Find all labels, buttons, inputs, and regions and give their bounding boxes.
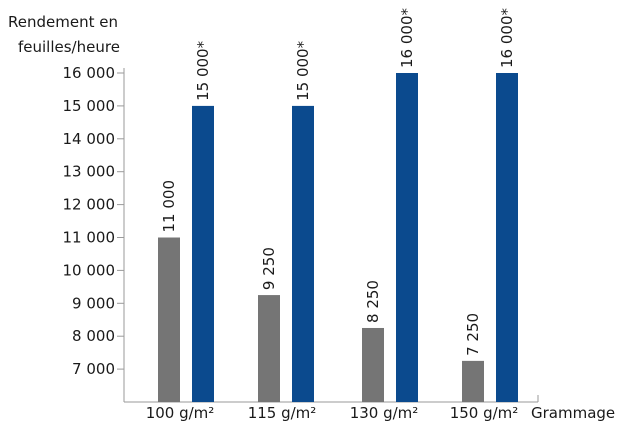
x-category-label: 115 g/m² bbox=[248, 404, 317, 422]
y-tick-label: 14 000 bbox=[63, 130, 116, 148]
bar-value-label: 15 000* bbox=[294, 40, 312, 100]
bar-series-2-1 bbox=[192, 105, 214, 403]
bar-value-label: 9 250 bbox=[260, 247, 278, 290]
y-tick-label: 11 000 bbox=[63, 229, 116, 247]
bar-series-1-4 bbox=[462, 360, 484, 402]
bar-value-label: 16 000* bbox=[498, 8, 516, 68]
y-tick-label: 13 000 bbox=[63, 163, 116, 181]
bar-series-1-1 bbox=[158, 237, 180, 402]
y-tick-label: 12 000 bbox=[63, 196, 116, 214]
bar-series-2-4 bbox=[496, 73, 518, 402]
x-axis-label: Grammage bbox=[531, 404, 615, 422]
bar-series-1-2 bbox=[258, 295, 280, 402]
y-tick-label: 8 000 bbox=[72, 327, 115, 345]
x-category-label: 100 g/m² bbox=[146, 404, 215, 422]
y-axis-label-line2: feuilles/heure bbox=[18, 38, 120, 56]
bar-value-label: 7 250 bbox=[464, 313, 482, 356]
bar-value-label: 11 000 bbox=[160, 180, 178, 233]
bar-series-2-3 bbox=[396, 73, 418, 402]
bar-value-label: 16 000* bbox=[398, 8, 416, 68]
bar-series-2-2 bbox=[292, 105, 314, 403]
bar-value-label: 8 250 bbox=[364, 280, 382, 323]
y-axis-label-line1: Rendement en bbox=[8, 13, 118, 31]
y-tick-label: 15 000 bbox=[63, 97, 116, 115]
x-category-label: 130 g/m² bbox=[350, 404, 419, 422]
y-tick-label: 9 000 bbox=[72, 294, 115, 312]
y-tick-label: 16 000 bbox=[63, 64, 116, 82]
y-tick-label: 7 000 bbox=[72, 360, 115, 378]
x-category-label: 150 g/m² bbox=[450, 404, 519, 422]
y-tick-label: 10 000 bbox=[63, 261, 116, 279]
bar-series-1-3 bbox=[362, 327, 384, 402]
bar-value-label: 15 000* bbox=[194, 40, 212, 100]
